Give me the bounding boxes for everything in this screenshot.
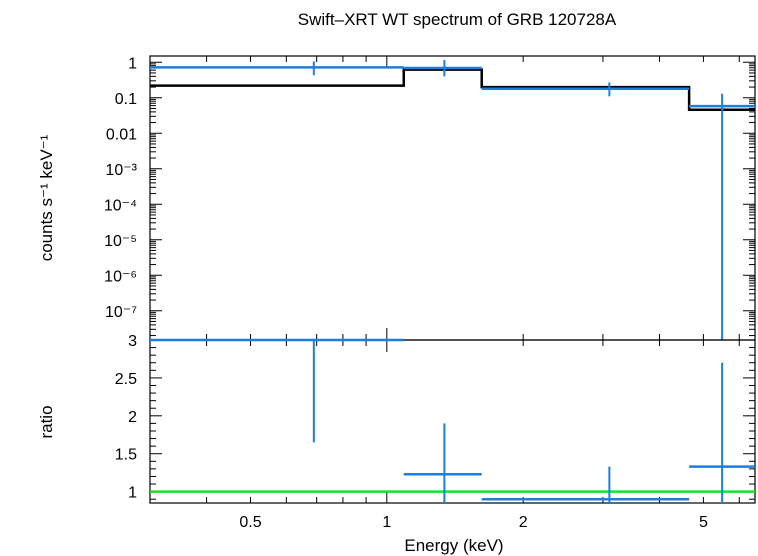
y-tick-label: 1 [128, 485, 137, 502]
y-tick-label: 10⁻⁶ [104, 268, 137, 285]
x-tick-label: 5 [699, 514, 708, 531]
y-tick-label: 1.5 [115, 447, 137, 464]
chart-title: Swift–XRT WT spectrum of GRB 120728A [298, 10, 617, 29]
y-tick-label: 2.5 [115, 371, 137, 388]
y-tick-label: 10⁻³ [105, 162, 137, 179]
y-tick-label: 10⁻⁷ [105, 304, 137, 321]
y-tick-label: 0.1 [115, 91, 137, 108]
ratio-panel: 0.5 1 2 5 1 1.5 2 2.5 3 [115, 333, 756, 531]
y-tick-label: 0.01 [106, 126, 137, 143]
y-tick-label: 3 [128, 333, 137, 350]
y-tick-label: 10⁻⁵ [104, 233, 137, 250]
x-tick-label: 0.5 [239, 514, 261, 531]
spectrum-frame [149, 55, 756, 341]
ratio-frame [149, 339, 756, 504]
bottom-panel-ylabel: ratio [37, 405, 56, 438]
spectrum-panel: 1 0.1 0.01 10⁻³ 10⁻⁴ 10⁻⁵ 10⁻⁶ 10⁻⁷ [104, 55, 756, 503]
x-axis-label: Energy (keV) [404, 536, 503, 555]
y-tick-label: 10⁻⁴ [104, 197, 137, 214]
y-tick-label: 1 [128, 55, 137, 72]
top-panel-ylabel: counts s⁻¹ keV⁻¹ [37, 134, 56, 261]
y-tick-label: 2 [128, 409, 137, 426]
x-tick-label: 2 [519, 514, 528, 531]
x-tick-label: 1 [382, 514, 391, 531]
